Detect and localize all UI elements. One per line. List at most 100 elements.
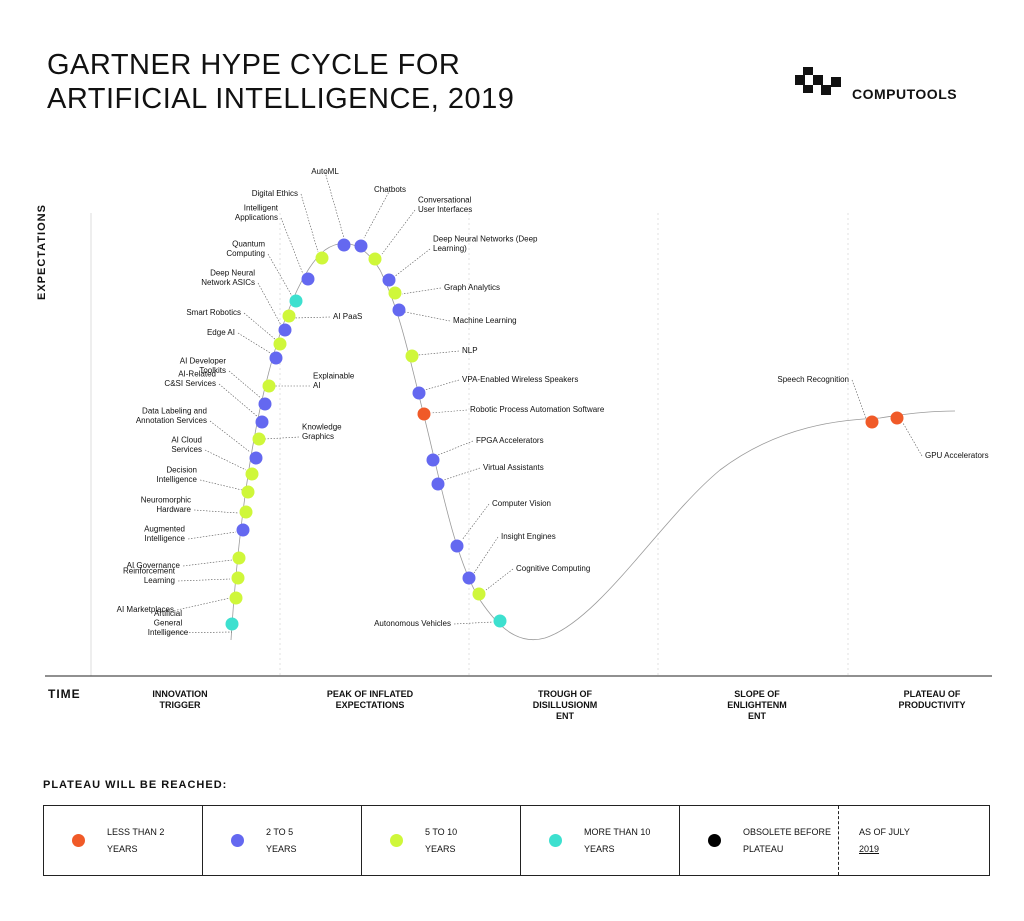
leader-chatbots	[363, 189, 391, 239]
label-data-labeling-and-annotation-services: Data Labeling and Annotation Services	[136, 407, 207, 426]
legend-dot-5-to-10	[390, 834, 403, 847]
point-robotic-process-automation-software	[417, 407, 431, 421]
label-quantum-computing: Quantum Computing	[226, 240, 265, 259]
page-title: GARTNER HYPE CYCLE FOR ARTIFICIAL INTELL…	[47, 48, 514, 116]
leader-edge-ai	[237, 332, 273, 355]
leader-reinforcement-learning	[177, 578, 231, 582]
leader-intelligent-applications	[280, 217, 304, 275]
phase-label-5: PLATEAU OF PRODUCTIVITY	[898, 689, 966, 710]
point-autonomous-vehicles	[493, 614, 507, 628]
legend-text-line1: OBSOLETE BEFORE	[743, 826, 832, 837]
point-knowledge-graphics	[252, 432, 266, 446]
point-ai-related-c-si-services	[255, 415, 269, 429]
leader-fpga-accelerators	[437, 440, 474, 456]
leader-speech-recognition	[851, 379, 867, 419]
legend-text-line2: YEARS	[425, 843, 456, 854]
leader-machine-learning	[404, 311, 451, 322]
point-edge-ai	[269, 351, 283, 365]
legend-text-line1: 2 TO 5	[266, 826, 294, 837]
legend-dot-more-than-10	[549, 834, 562, 847]
label-insight-engines: Insight Engines	[501, 532, 556, 541]
point-fpga-accelerators	[426, 453, 440, 467]
leader-cognitive-computing	[485, 568, 514, 591]
leader-insight-engines	[473, 536, 499, 574]
title-line-2: ARTIFICIAL INTELLIGENCE, 2019	[47, 83, 515, 115]
point-deep-neural-network-asics	[278, 323, 292, 337]
label-ai-paas: AI PaaS	[333, 312, 362, 321]
label-vpa-enabled-wireless-speakers: VPA-Enabled Wireless Speakers	[462, 375, 578, 384]
label-cognitive-computing: Cognitive Computing	[516, 564, 590, 573]
technology-points	[225, 238, 904, 631]
label-deep-neural-networks-deep-learning: Deep Neural Networks (Deep Learning)	[433, 235, 538, 254]
label-ai-marketplaces: AI Marketplaces	[117, 605, 174, 614]
point-deep-neural-networks-deep-learning	[382, 273, 396, 287]
label-automl: AutoML	[311, 167, 339, 176]
label-smart-robotics: Smart Robotics	[186, 308, 241, 317]
leader-ai-governance	[182, 559, 233, 567]
label-chatbots: Chatbots	[374, 185, 406, 194]
point-conversational-user-interfaces	[368, 252, 382, 266]
label-autonomous-vehicles: Autonomous Vehicles	[374, 619, 451, 628]
leader-decision-intelligence	[199, 479, 243, 491]
label-gpu-accelerators: GPU Accelerators	[925, 451, 989, 460]
leader-ai-paas	[294, 316, 331, 319]
legend-item-obsolete: OBSOLETE BEFORE PLATEAU	[680, 806, 839, 875]
chart-grid	[45, 213, 992, 677]
point-neuromorphic-hardware	[239, 505, 253, 519]
leader-nlp	[417, 350, 460, 356]
leader-deep-neural-networks-deep-learning	[393, 248, 431, 278]
leader-smart-robotics	[243, 312, 277, 341]
point-ai-cloud-services	[245, 467, 259, 481]
computools-logo-icon	[795, 67, 841, 95]
point-ai-governance	[232, 551, 246, 565]
label-ai-related-c-si-services: AI-Related C&SI Services	[164, 370, 216, 389]
label-ai-governance: AI Governance	[127, 561, 181, 570]
label-augmented-intelligence: Augmented Intelligence	[144, 525, 185, 544]
leader-digital-ethics	[300, 193, 319, 253]
leader-autonomous-vehicles	[453, 621, 494, 625]
phase-label-2: PEAK OF INFLATED EXPECTATIONS	[326, 689, 414, 710]
leader-neuromorphic-hardware	[193, 509, 239, 514]
leader-gpu-accelerators	[902, 422, 923, 457]
point-machine-learning	[392, 303, 406, 317]
leader-ai-developer-toolkits	[228, 370, 263, 400]
leader-quantum-computing	[267, 253, 293, 297]
leader-ai-related-c-si-services	[218, 383, 259, 418]
point-artificial-general-intelligence	[225, 617, 239, 631]
point-smart-robotics	[273, 337, 287, 351]
label-intelligent-applications: Intelligent Applications	[235, 204, 279, 223]
label-speech-recognition: Speech Recognition	[777, 375, 849, 384]
legend-text-line1: 5 TO 10	[425, 826, 458, 837]
point-data-labeling-and-annotation-services	[249, 451, 263, 465]
point-reinforcement-learning	[231, 571, 245, 585]
point-cognitive-computing	[472, 587, 486, 601]
point-graph-analytics	[388, 286, 402, 300]
label-graph-analytics: Graph Analytics	[444, 283, 500, 292]
legend-item-2-to-5: 2 TO 5 YEARS	[203, 806, 362, 875]
label-artificial-general-intelligence: Artificial General Intelligence	[148, 609, 189, 637]
title-line-1: GARTNER HYPE CYCLE FOR	[47, 49, 461, 81]
as-of-year: 2019	[859, 843, 880, 854]
point-vpa-enabled-wireless-speakers	[412, 386, 426, 400]
legend-text-line2: YEARS	[266, 843, 297, 854]
legend-dot-2-to-5	[231, 834, 244, 847]
leader-virtual-assistants	[443, 467, 481, 481]
leader-data-labeling-and-annotation-services	[209, 420, 251, 453]
point-intelligent-applications	[301, 272, 315, 286]
label-robotic-process-automation-software: Robotic Process Automation Software	[470, 405, 605, 414]
point-ai-marketplaces	[229, 591, 243, 605]
leader-ai-cloud-services	[204, 449, 247, 471]
legend-as-of: AS OF JULY 2019	[839, 806, 989, 875]
as-of-line1: AS OF JULY	[859, 826, 910, 837]
label-deep-neural-network-asics: Deep Neural Network ASICs	[201, 269, 255, 288]
label-nlp: NLP	[462, 346, 478, 355]
point-computer-vision	[450, 539, 464, 553]
phase-label-1: INNOVATION TRIGGER	[152, 689, 208, 710]
point-ai-developer-toolkits	[258, 397, 272, 411]
point-decision-intelligence	[241, 485, 255, 499]
label-computer-vision: Computer Vision	[492, 499, 551, 508]
leader-computer-vision	[461, 503, 490, 541]
legend: LESS THAN 2 YEARS 2 TO 5 YEARS 5 TO 10 Y…	[43, 805, 990, 876]
